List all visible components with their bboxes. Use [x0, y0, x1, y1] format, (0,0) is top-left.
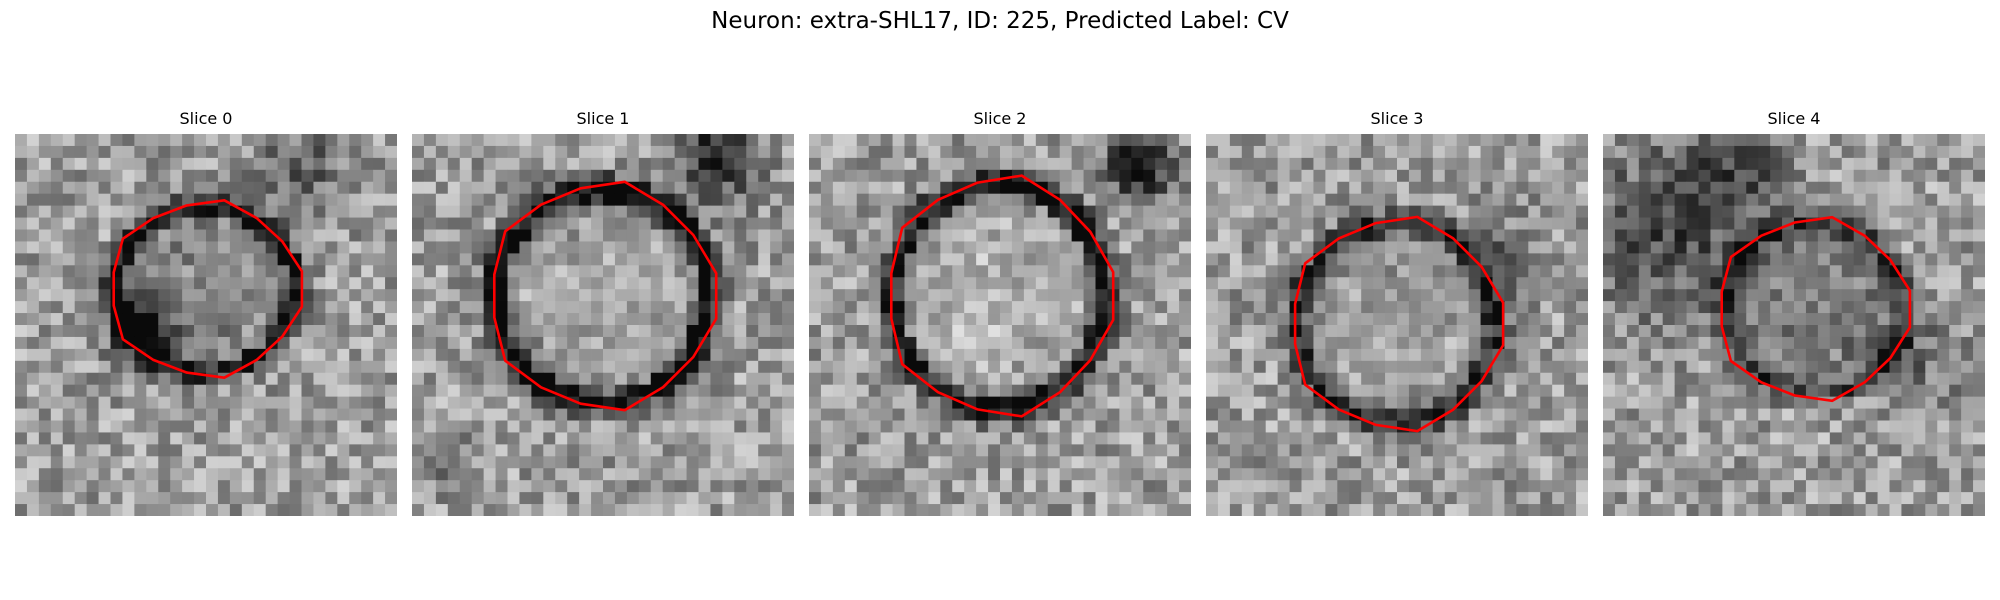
segmentation-contour: [493, 180, 718, 412]
segmentation-contour: [890, 174, 1115, 418]
slice-title-3: Slice 3: [1370, 109, 1424, 128]
slice-image-4: [1603, 134, 1985, 516]
slice-image-1: [412, 134, 794, 516]
slice-panel-0: Slice 0: [15, 108, 397, 518]
slice-title-0: Slice 0: [179, 109, 233, 128]
slice-panel-2: Slice 2: [809, 108, 1191, 518]
pixel-mosaic: [1603, 134, 1985, 516]
slice-title-4: Slice 4: [1767, 109, 1821, 128]
segmentation-contour: [1293, 215, 1505, 433]
segmentation-contour: [1720, 215, 1912, 403]
slice-panel-3: Slice 3: [1206, 108, 1588, 518]
slice-image-2: [809, 134, 1191, 516]
segmentation-contour: [112, 199, 304, 379]
slice-panel-4: Slice 4: [1603, 108, 1985, 518]
pixel-mosaic: [1206, 134, 1588, 516]
slice-title-2: Slice 2: [973, 109, 1027, 128]
pixel-mosaic: [809, 134, 1191, 516]
slice-image-0: [15, 134, 397, 516]
pixel-mosaic: [15, 134, 397, 516]
slice-panel-1: Slice 1: [412, 108, 794, 518]
slice-title-1: Slice 1: [576, 109, 630, 128]
figure-title: Neuron: extra-SHL17, ID: 225, Predicted …: [711, 8, 1289, 34]
slice-image-3: [1206, 134, 1588, 516]
pixel-mosaic: [412, 134, 794, 516]
